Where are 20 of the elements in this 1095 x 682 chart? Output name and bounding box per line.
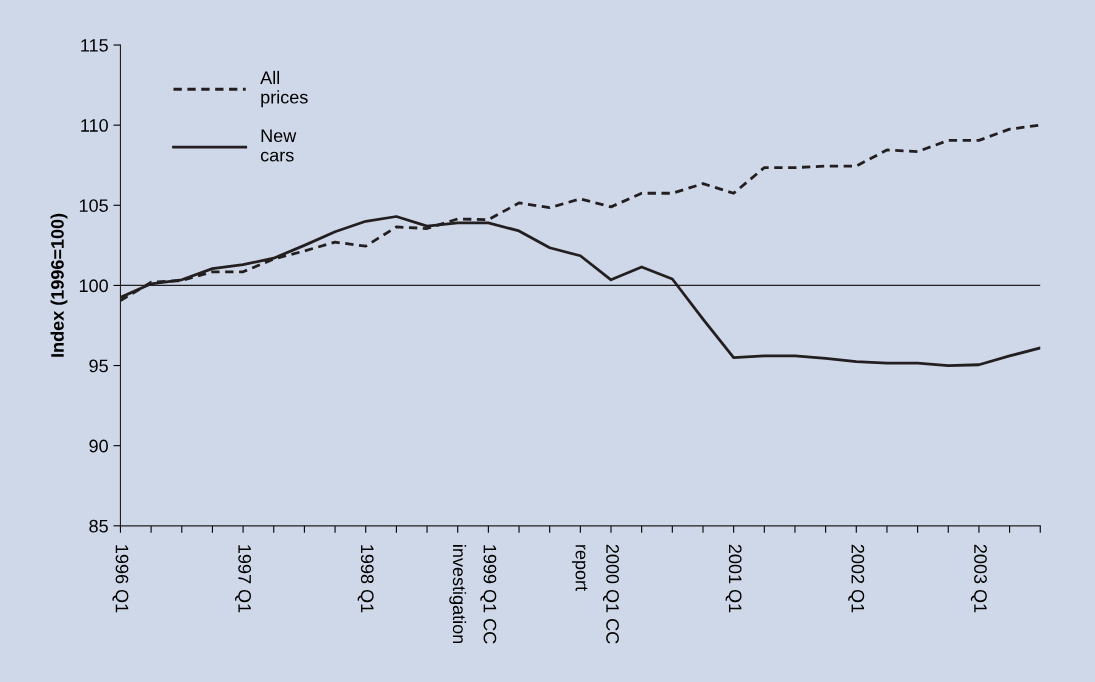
x-tick-label: 1996 Q1 [112,545,129,613]
x-tick-label: 1997 Q1 [235,545,252,613]
y-tick-label: 105 [79,199,108,212]
x-tick-label: investigation [449,545,467,644]
x-tick-label: 2000 Q1 CC [602,544,619,644]
y-axis-title: Index (1996=100) [50,213,68,357]
y-tick-label: 85 [89,519,108,533]
x-tick-label: 1998 Q1 [357,545,374,613]
y-tick-label: 110 [81,119,108,132]
y-tick-label: 95 [89,359,108,373]
x-tick-label: 2002 Q1 [848,544,865,613]
legend-label: New cars [260,129,297,162]
y-tick-label: 115 [81,39,108,52]
x-tick-label: 2003 Q1 [970,544,987,613]
x-tick-label: report [571,545,588,591]
x-tick-label: 1999 Q1 CC [480,545,497,644]
x-tick-label: 2001 Q1 [725,544,742,613]
legend-label: All prices [260,70,308,108]
y-tick-label: 90 [89,439,108,453]
y-tick-label: 100 [79,279,108,293]
